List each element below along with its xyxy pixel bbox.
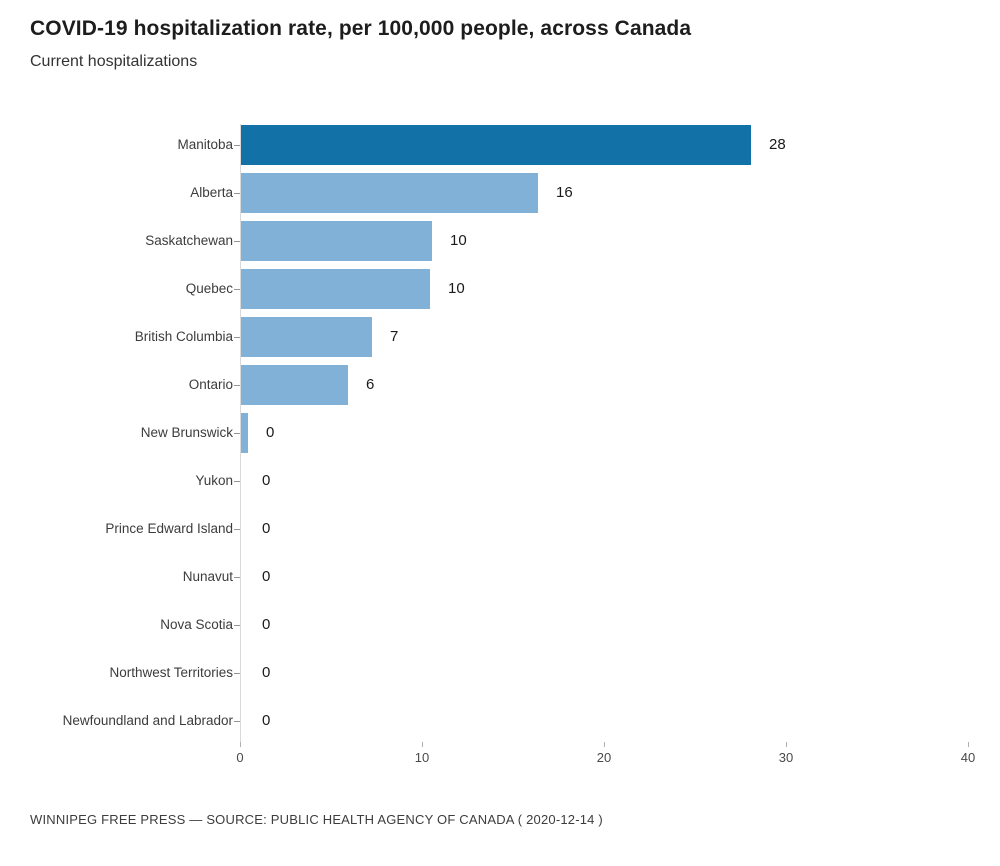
- value-label: 10: [450, 232, 467, 249]
- row-tick: [234, 337, 240, 338]
- source-attribution: WINNIPEG FREE PRESS — SOURCE: PUBLIC HEA…: [30, 812, 603, 827]
- value-label: 7: [390, 328, 399, 345]
- zero-gridline: [240, 124, 241, 742]
- value-label: 0: [262, 568, 271, 585]
- axis-tick: [786, 742, 787, 747]
- bar: [241, 317, 372, 357]
- value-label: 10: [448, 280, 465, 297]
- category-label: Saskatchewan: [145, 233, 233, 248]
- bar: [241, 221, 432, 261]
- row-tick: [234, 577, 240, 578]
- axis-tick: [604, 742, 605, 747]
- axis-tick: [422, 742, 423, 747]
- category-label: New Brunswick: [140, 425, 233, 440]
- row-tick: [234, 289, 240, 290]
- row-tick: [234, 721, 240, 722]
- axis-tick-label: 30: [778, 750, 794, 765]
- row-tick: [234, 241, 240, 242]
- axis-tick: [240, 742, 241, 747]
- row-tick: [234, 673, 240, 674]
- value-label: 0: [262, 664, 271, 681]
- axis-tick-label: 40: [960, 750, 976, 765]
- bar: [241, 413, 248, 453]
- category-label: Manitoba: [177, 137, 233, 152]
- row-tick: [234, 481, 240, 482]
- category-label: Yukon: [195, 473, 233, 488]
- value-label: 6: [366, 376, 375, 393]
- bar: [241, 365, 348, 405]
- row-tick: [234, 625, 240, 626]
- axis-tick-label: 10: [414, 750, 430, 765]
- value-label: 28: [769, 136, 786, 153]
- chart-title: COVID-19 hospitalization rate, per 100,0…: [30, 17, 692, 40]
- category-label: Ontario: [188, 377, 233, 392]
- bar: [241, 173, 538, 213]
- row-tick: [234, 145, 240, 146]
- category-label: Nova Scotia: [160, 617, 233, 632]
- bar: [241, 125, 751, 165]
- axis-tick-label: 0: [236, 750, 244, 765]
- value-label: 0: [266, 424, 275, 441]
- chart-subtitle: Current hospitalizations: [30, 53, 198, 70]
- category-label: Nunavut: [182, 569, 233, 584]
- row-tick: [234, 529, 240, 530]
- category-label: Alberta: [190, 185, 233, 200]
- row-tick: [234, 193, 240, 194]
- axis-tick-label: 20: [596, 750, 612, 765]
- category-label: British Columbia: [134, 329, 233, 344]
- value-label: 16: [556, 184, 573, 201]
- category-label: Quebec: [185, 281, 233, 296]
- value-label: 0: [262, 472, 271, 489]
- bar: [241, 269, 430, 309]
- chart-header: COVID-19 hospitalization rate, per 100,0…: [30, 14, 970, 73]
- category-label: Northwest Territories: [109, 665, 233, 680]
- value-label: 0: [262, 712, 271, 729]
- axis-tick: [968, 742, 969, 747]
- category-label: Newfoundland and Labrador: [62, 713, 233, 728]
- value-label: 0: [262, 616, 271, 633]
- value-label: 0: [262, 520, 271, 537]
- row-tick: [234, 433, 240, 434]
- row-tick: [234, 385, 240, 386]
- category-label: Prince Edward Island: [105, 521, 233, 536]
